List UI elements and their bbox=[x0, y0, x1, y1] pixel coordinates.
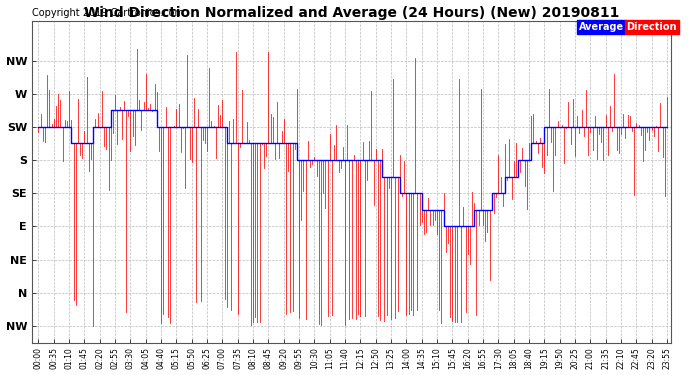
Text: Copyright 2019 Cartronics.com: Copyright 2019 Cartronics.com bbox=[32, 8, 184, 18]
Title: Wind Direction Normalized and Average (24 Hours) (New) 20190811: Wind Direction Normalized and Average (2… bbox=[84, 6, 620, 20]
Text: Direction: Direction bbox=[627, 22, 677, 32]
Text: Average: Average bbox=[579, 22, 624, 32]
